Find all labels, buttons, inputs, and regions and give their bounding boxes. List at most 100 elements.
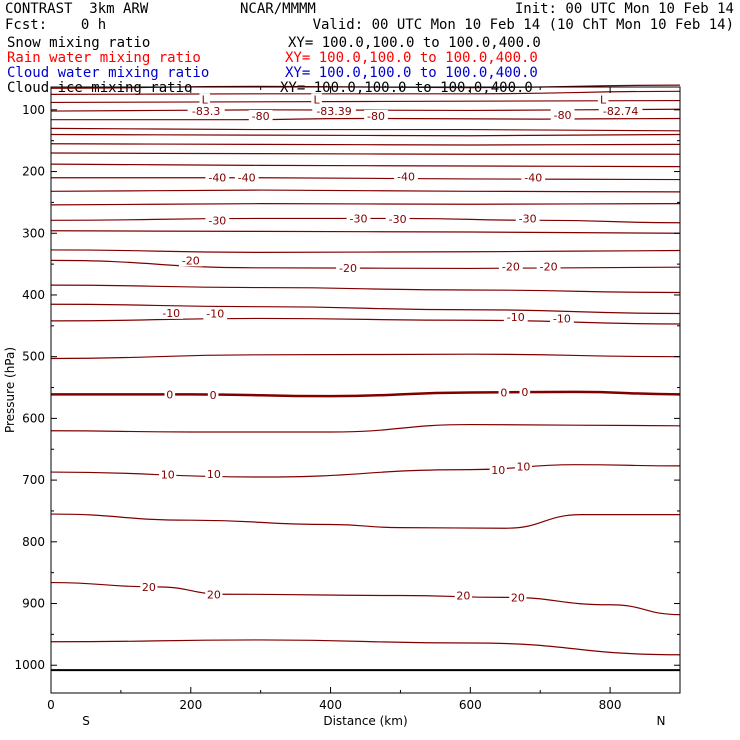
contour-label-bg	[203, 307, 228, 320]
contour-label-bg	[394, 170, 418, 183]
contour-label: 20	[511, 591, 525, 604]
x-tick-label: 800	[599, 698, 622, 712]
contour-label-bg	[159, 468, 177, 481]
contour-label: -40	[397, 170, 415, 183]
contour-label: -83.3	[192, 105, 220, 118]
field-label-snow: Snow mixing ratio	[7, 35, 151, 51]
contour-label: -30	[208, 214, 226, 227]
contour-line	[50, 143, 681, 146]
contour-label: -30	[350, 212, 368, 225]
contour-label: -40	[238, 172, 256, 185]
y-tick-label: 900	[22, 597, 45, 611]
contour-label: -80	[367, 110, 385, 123]
contour-label-bg	[498, 386, 510, 399]
contour-label-bg	[521, 171, 546, 184]
contour-label-bg	[234, 171, 259, 184]
x-end-label-left: S	[82, 714, 90, 728]
contour-label-bg	[346, 212, 371, 225]
contour-label: -30	[389, 213, 407, 226]
contour-line	[50, 189, 681, 193]
contour-label-bg	[364, 110, 388, 123]
contour-label: 10	[516, 461, 530, 474]
contour-label: -82.74	[603, 105, 638, 118]
contour-label-bg	[199, 93, 211, 106]
x-tick-label: 200	[179, 698, 202, 712]
contour-label: L	[202, 93, 209, 106]
contour-line	[51, 177, 681, 181]
org-title: NCAR/MMMM	[240, 1, 316, 17]
contour-line	[50, 317, 681, 325]
contour-line	[50, 90, 681, 96]
field-xy-cloud-ice: XY= 100.0,100.0 to 100.0,400.0	[280, 80, 533, 96]
contour-label: 20	[207, 588, 221, 601]
x-tick-label: 600	[459, 698, 482, 712]
model-title: CONTRAST 3km ARW	[5, 1, 149, 17]
y-tick-label: 100	[22, 103, 45, 117]
y-tick-label: 1000	[14, 658, 45, 672]
contour-label-bg	[205, 214, 230, 227]
y-tick-label: 800	[22, 535, 45, 549]
contour-label-bg	[159, 306, 184, 319]
contour-label-bg	[454, 589, 472, 602]
contour-lines	[50, 84, 681, 656]
contour-label-bg	[503, 311, 528, 324]
valid-time: Valid: 00 UTC Mon 10 Feb 14 (10 ChT Mon …	[312, 17, 734, 33]
x-tick-label: 0	[47, 698, 55, 712]
contour-line	[50, 259, 681, 270]
x-tick-label: 400	[319, 698, 342, 712]
y-tick-label: 600	[22, 411, 45, 425]
plot-frame	[50, 86, 681, 694]
contour-label: -20	[182, 254, 200, 267]
contour-label: -40	[208, 172, 226, 185]
contour-label-bg	[140, 580, 158, 593]
contour-line	[50, 133, 681, 137]
contour-label: 10	[161, 469, 175, 482]
field-xy-rain: XY= 100.0,100.0 to 100.0,400.0	[285, 50, 538, 66]
contour-label: -20	[339, 262, 357, 275]
contour-label-bg	[549, 312, 574, 325]
init-time: Init: 00 UTC Mon 10 Feb 14	[514, 1, 734, 17]
field-xy-snow: XY= 100.0,100.0 to 100.0,400.0	[288, 35, 541, 51]
contour-label-bg	[597, 93, 609, 106]
contour-label-bg	[514, 460, 533, 473]
contour-labels: L L L-83.3 -80 -83.39 -80 -80 -82.74-40 -40 -40 -4…	[140, 93, 643, 604]
contour-label-bg	[205, 588, 223, 601]
contour-label: -80	[554, 109, 572, 122]
contour-label: -10	[162, 307, 180, 320]
contour-label-bg	[178, 254, 203, 267]
contour-line	[50, 203, 681, 206]
contour-label-bg	[550, 108, 575, 121]
y-tick-label: 300	[22, 226, 45, 240]
contour-label-bg	[187, 105, 225, 118]
contour-line	[50, 464, 681, 478]
contour-line	[50, 127, 681, 132]
contour-label: 0	[210, 389, 217, 402]
contour-label-bg	[207, 388, 219, 401]
contour-label: -20	[502, 261, 520, 274]
contour-label-bg	[509, 591, 527, 604]
contour-line	[50, 513, 680, 529]
y-tick-label: 700	[22, 473, 45, 487]
contour-label-bg	[312, 105, 356, 118]
contour-label: -10	[507, 311, 525, 324]
contour-label: L	[600, 93, 607, 106]
contour-label: -80	[252, 110, 270, 123]
contour-label: 0	[521, 386, 528, 399]
contour-label: -20	[540, 261, 558, 274]
contour-label: 20	[456, 589, 470, 602]
x-axis-title: Distance (km)	[323, 714, 407, 728]
contour-label: -40	[524, 172, 542, 185]
y-axis-title: Pressure (hPa)	[3, 347, 17, 433]
contour-label: -30	[519, 212, 537, 225]
contour-line	[50, 152, 680, 155]
contour-label: 10	[207, 468, 221, 481]
contour-line	[50, 249, 681, 253]
field-xy-cloud-water: XY= 100.0,100.0 to 100.0,400.0	[285, 65, 538, 81]
contour-label-bg	[519, 385, 531, 398]
contour-label-bg	[536, 260, 561, 273]
field-label-rain: Rain water mixing ratio	[7, 50, 201, 66]
contour-line	[50, 230, 681, 234]
y-tick-label: 500	[22, 350, 45, 364]
field-label-cloud-water: Cloud water mixing ratio	[7, 65, 210, 81]
contour-line	[50, 639, 681, 656]
